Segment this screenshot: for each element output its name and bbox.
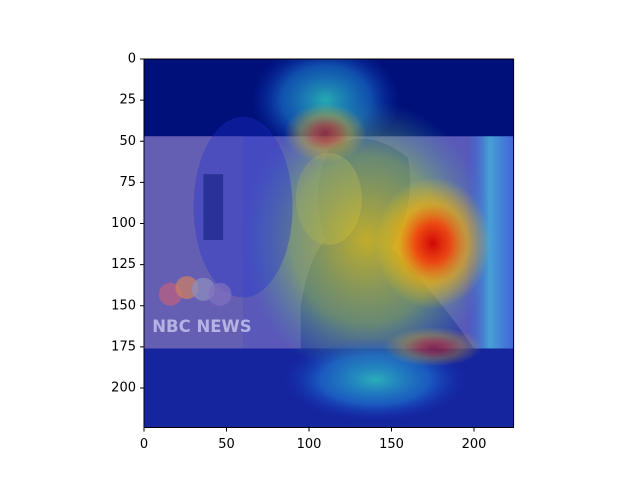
x-tick-label: 100 (297, 437, 322, 452)
y-tick-label: 25 (119, 93, 136, 108)
x-tick-label: 150 (379, 437, 404, 452)
y-tick-label: 75 (119, 175, 136, 190)
y-tick-label: 200 (111, 381, 136, 396)
y-tick-label: 50 (119, 134, 136, 149)
x-tick-label: 200 (462, 437, 487, 452)
heatmap-image: NBC NEWS (144, 59, 514, 428)
y-tick-label: 0 (128, 52, 136, 67)
y-tick-label: 175 (111, 339, 136, 354)
y-tick-label: 150 (111, 298, 136, 313)
x-tick-label: 0 (140, 437, 148, 452)
y-tick-label: 100 (111, 216, 136, 231)
axes-frame (143, 58, 515, 428)
y-tick-label: 125 (111, 257, 136, 272)
x-tick-label: 50 (218, 437, 235, 452)
watermark-text: NBC NEWS (152, 317, 251, 336)
